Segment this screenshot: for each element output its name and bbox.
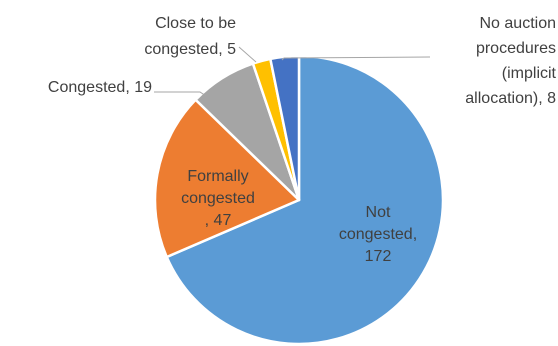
slice-label-line: Congested, 19 — [48, 79, 152, 96]
slice-label-close-to-be-congested: Close to be congested, 5 — [144, 15, 236, 58]
slice-label-congested: Congested, 19 — [48, 79, 152, 96]
pie-slice-no-auction-procedures — [269, 54, 301, 202]
slice-label-line: , 47 — [205, 212, 232, 229]
slice-label-line: (implicit — [502, 65, 557, 82]
slice-label-formally-congested: Formally congested , 47 — [181, 168, 255, 229]
slice-label-line: No auction — [480, 15, 557, 32]
slice-label-line: procedures — [476, 40, 556, 57]
slice-label-not-congested: Not congested, 172 — [339, 204, 417, 265]
pie-slices — [153, 54, 445, 346]
slice-label-line: congested, — [339, 226, 417, 243]
slice-label-line: allocation), 8 — [465, 90, 556, 107]
slice-label-line: Not — [366, 204, 391, 221]
leader-lines — [154, 46, 431, 97]
slice-label-line: congested, 5 — [144, 41, 236, 58]
leader-line-no-auction-procedures — [281, 56, 431, 61]
slice-labels: Not congested, 172 Formally congested , 47 Con… — [48, 15, 557, 265]
slice-label-no-auction-procedures: No auction procedures (implicit allocation)… — [465, 15, 556, 107]
slice-label-line: Close to be — [155, 15, 236, 32]
pie-slice-formally-congested — [153, 98, 301, 259]
slice-label-line: Formally — [187, 168, 248, 185]
slice-label-line: 172 — [365, 248, 392, 265]
leader-line-close-to-be-congested — [238, 46, 257, 63]
pie-slice-not-congested — [165, 54, 445, 346]
slice-label-line: congested — [181, 190, 255, 207]
leader-line-congested — [154, 91, 207, 97]
